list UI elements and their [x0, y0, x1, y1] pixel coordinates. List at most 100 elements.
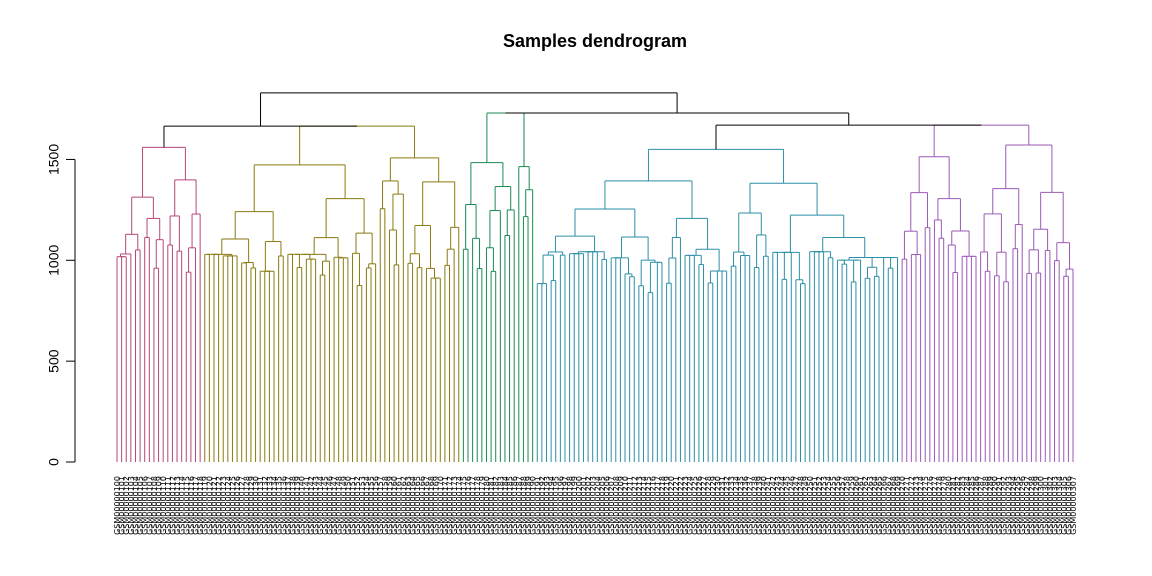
leaf-label: GSM00000288	[981, 476, 990, 535]
leaf-label: GSM00000171	[441, 476, 450, 535]
leaf-label: GSM00000130	[252, 476, 261, 535]
leaf-label: GSM00000293	[1004, 476, 1013, 535]
leaf-label: GSM00000296	[1018, 476, 1027, 535]
leaf-label: GSM00000156	[372, 476, 381, 535]
leaf-label: GSM00000179	[478, 476, 487, 535]
leaf-label: GSM00000128	[242, 476, 251, 535]
leaf-label: GSM00000161	[395, 476, 404, 535]
leaf-label: GSM00000205	[598, 476, 607, 535]
leaf-label: GSM00000193	[543, 476, 552, 535]
leaf-label: GSM00000280	[944, 476, 953, 535]
leaf-label: GSM00000142	[307, 476, 316, 535]
leaf-label: GSM00000287	[977, 476, 986, 535]
leaf-label: GSM00000164	[409, 476, 418, 535]
leaf-label: GSM00000151	[349, 476, 358, 535]
leaf-label: GSM00000231	[718, 476, 727, 535]
leaf-label: GSM00000254	[824, 476, 833, 535]
leaf-label: GSM00000284	[963, 476, 972, 535]
y-tick-label: 1000	[46, 245, 62, 276]
leaf-label: GSM00000112	[168, 476, 177, 535]
leaf-label: GSM00000118	[196, 476, 205, 535]
leaf-label: GSM00000212	[630, 476, 639, 535]
leaf-label: GSM00000262	[861, 476, 870, 535]
leaf-label: GSM00000295	[1014, 476, 1023, 535]
leaf-label: GSM00000278	[935, 476, 944, 535]
leaf-label: GSM00000255	[829, 476, 838, 535]
leaf-label: GSM00000272	[907, 476, 916, 535]
leaf-label: GSM00000245	[783, 476, 792, 535]
leaf-label: GSM00000269	[894, 476, 903, 535]
leaf-label: GSM00000266	[880, 476, 889, 535]
leaf-label: GSM00000304	[1055, 476, 1064, 535]
leaf-label: GSM00000207	[607, 476, 616, 535]
leaf-label: GSM00000217	[653, 476, 662, 535]
leaf-label: GSM00000232	[723, 476, 732, 535]
leaf-label: GSM00000282	[954, 476, 963, 535]
leaf-label: GSM00000125	[228, 476, 237, 535]
leaf-label: GSM00000298	[1027, 476, 1036, 535]
leaf-label: GSM00000271	[903, 476, 912, 535]
leaf-label: GSM00000256	[833, 476, 842, 535]
leaf-label: GSM00000209	[616, 476, 625, 535]
leaf-label: GSM00000175	[459, 476, 468, 535]
leaf-label: GSM00000192	[538, 476, 547, 535]
leaf-label: GSM00000201	[579, 476, 588, 535]
leaf-label: GSM00000116	[187, 476, 196, 535]
leaf-label: GSM00000251	[810, 476, 819, 535]
leaf-label: GSM00000104	[131, 476, 140, 535]
leaf-label: GSM00000144	[316, 476, 325, 535]
leaf-label: GSM00000124	[224, 476, 233, 535]
leaf-label: GSM00000181	[487, 476, 496, 535]
leaf-label: GSM00000202	[584, 476, 593, 535]
leaf-label: GSM00000307	[1069, 476, 1078, 535]
leaf-label: GSM00000163	[404, 476, 413, 535]
leaf-label: GSM00000165	[413, 476, 422, 535]
leaf-label: GSM00000200	[575, 476, 584, 535]
leaf-label: GSM00000110	[159, 476, 168, 535]
leaf-label: GSM00000285	[967, 476, 976, 535]
leaf-label: GSM00000162	[399, 476, 408, 535]
leaf-label: GSM00000199	[570, 476, 579, 535]
leaf-label: GSM00000267	[884, 476, 893, 535]
leaf-label: GSM00000107	[145, 476, 154, 535]
leaf-label: GSM00000169	[432, 476, 441, 535]
leaf-label: GSM00000275	[921, 476, 930, 535]
leaf-label: GSM00000182	[492, 476, 501, 535]
leaf-label: GSM00000129	[247, 476, 256, 535]
leaf-label: GSM00000281	[949, 476, 958, 535]
leaf-label: GSM00000168	[427, 476, 436, 535]
leaf-label: GSM00000189	[524, 476, 533, 535]
leaf-label: GSM00000229	[709, 476, 718, 535]
leaf-label: GSM00000261	[857, 476, 866, 535]
leaf-label: GSM00000303	[1051, 476, 1060, 535]
leaf-label: GSM00000246	[787, 476, 796, 535]
leaf-label: GSM00000208	[612, 476, 621, 535]
leaf-label: GSM00000136	[279, 476, 288, 535]
leaf-label: GSM00000294	[1009, 476, 1018, 535]
leaf-label: GSM00000286	[972, 476, 981, 535]
leaf-label: GSM00000105	[136, 476, 145, 535]
leaf-label: GSM00000258	[843, 476, 852, 535]
leaf-label: GSM00000180	[482, 476, 491, 535]
leaf-label: GSM00000230	[713, 476, 722, 535]
leaf-label: GSM00000184	[501, 476, 510, 535]
leaf-label: GSM00000146	[325, 476, 334, 535]
leaf-label: GSM00000194	[547, 476, 556, 535]
leaf-label: GSM00000227	[700, 476, 709, 535]
leaf-label: GSM00000299	[1032, 476, 1041, 535]
leaf-label: GSM00000170	[436, 476, 445, 535]
leaf-label: GSM00000216	[649, 476, 658, 535]
leaf-label: GSM00000141	[302, 476, 311, 535]
leaf-label: GSM00000274	[917, 476, 926, 535]
leaf-label: GSM00000301	[1041, 476, 1050, 535]
leaf-label: GSM00000153	[358, 476, 367, 535]
leaf-label: GSM00000167	[422, 476, 431, 535]
leaf-label: GSM00000119	[201, 476, 210, 535]
leaf-label: GSM00000108	[150, 476, 159, 535]
leaf-label: GSM00000117	[192, 476, 201, 535]
leaf-label: GSM00000120	[205, 476, 214, 535]
leaf-label: GSM00000305	[1060, 476, 1069, 535]
leaf-label: GSM00000223	[681, 476, 690, 535]
